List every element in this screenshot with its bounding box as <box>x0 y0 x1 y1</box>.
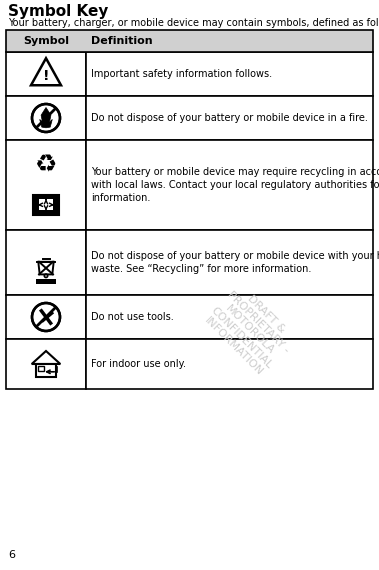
Text: Symbol Key: Symbol Key <box>8 4 108 19</box>
Text: Important safety information follows.: Important safety information follows. <box>91 69 272 79</box>
Text: Do not dispose of your battery or mobile device in a fire.: Do not dispose of your battery or mobile… <box>91 113 368 123</box>
Bar <box>86 295 373 339</box>
Bar <box>6 230 86 295</box>
Text: DRAFT &
PROPRIETARY -
MOTOROLA
CONFIDENTIAL
INFORMATION: DRAFT & PROPRIETARY - MOTOROLA CONFIDENT… <box>201 281 299 379</box>
Bar <box>6 339 86 389</box>
Bar <box>86 140 373 230</box>
Bar <box>86 339 373 389</box>
Circle shape <box>32 104 60 132</box>
Bar <box>6 140 86 230</box>
Text: Do not dispose of your battery or mobile device with your household
waste. See “: Do not dispose of your battery or mobile… <box>91 251 379 274</box>
Bar <box>33 195 59 215</box>
Polygon shape <box>31 58 61 86</box>
Bar <box>86 52 373 96</box>
Text: Do not use tools.: Do not use tools. <box>91 312 174 322</box>
Bar <box>6 295 86 339</box>
Text: ♻: ♻ <box>35 153 57 177</box>
Text: 6: 6 <box>8 550 15 560</box>
Bar <box>39 200 53 210</box>
Text: Symbol: Symbol <box>23 36 69 46</box>
Bar <box>36 279 56 284</box>
Bar <box>38 366 44 371</box>
Text: Your battery or mobile device may require recycling in accordance
with local law: Your battery or mobile device may requir… <box>91 167 379 203</box>
Bar <box>6 96 86 140</box>
Text: For indoor use only.: For indoor use only. <box>91 359 186 369</box>
Polygon shape <box>40 108 52 128</box>
Text: Your battery, charger, or mobile device may contain symbols, defined as follows:: Your battery, charger, or mobile device … <box>8 18 379 28</box>
Text: Definition: Definition <box>91 36 153 46</box>
Bar <box>6 52 86 96</box>
Bar <box>36 364 56 377</box>
Text: !: ! <box>43 69 49 83</box>
Circle shape <box>32 303 60 331</box>
Bar <box>86 230 373 295</box>
Bar <box>86 96 373 140</box>
Bar <box>6 30 373 52</box>
